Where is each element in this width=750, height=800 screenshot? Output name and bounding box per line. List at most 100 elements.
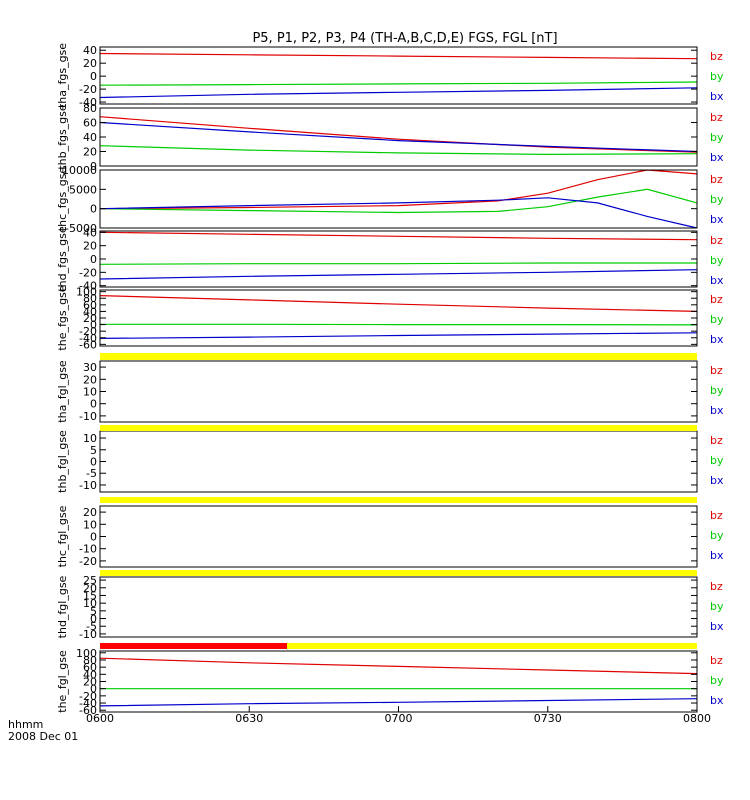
y-axis-label: thb_fgl_gse	[56, 430, 69, 493]
legend-bx: bx	[710, 694, 724, 707]
y-tick-label: 20	[83, 312, 97, 325]
y-tick-label: -10	[79, 410, 97, 423]
y-axis-label: the_fgs_gse	[56, 285, 69, 350]
panel-frame	[99, 46, 698, 105]
y-tick-label: 5	[90, 444, 97, 457]
footer-hhmm: hhmm	[8, 718, 43, 731]
y-tick-label: 5	[90, 605, 97, 618]
y-tick-label: -40	[79, 697, 97, 710]
series-line-bx	[99, 332, 698, 339]
legend-bx: bx	[710, 474, 724, 487]
x-tick-label: 0630	[235, 712, 263, 725]
y-axis-label: thb_fgs_gse	[56, 104, 69, 170]
legend-bz: bz	[710, 111, 723, 124]
y-tick-label: 30	[83, 361, 97, 374]
series-line-bx	[99, 698, 698, 707]
y-tick-label: 100	[76, 286, 97, 299]
legend-by: by	[710, 193, 724, 206]
y-tick-label: 0	[90, 319, 97, 332]
y-tick-label: 0	[90, 683, 97, 696]
y-tick-label: 0	[90, 531, 97, 544]
status-bar-flag	[100, 643, 287, 649]
legend-bx: bx	[710, 620, 724, 633]
y-tick-label: -60	[79, 338, 97, 351]
time-axis: 0600 0630 0700 0730 0800	[86, 706, 711, 725]
y-tick-label: 20	[83, 506, 97, 519]
legend-by: by	[710, 70, 724, 83]
status-bar	[100, 570, 697, 576]
y-tick-label: 0	[90, 203, 97, 216]
legend-bz: bz	[710, 173, 723, 186]
legend-bz: bz	[710, 434, 723, 447]
series-line-bx	[99, 87, 698, 99]
y-tick-label: -60	[79, 704, 97, 717]
status-bar	[100, 643, 697, 649]
y-tick-label: 0	[90, 70, 97, 83]
figure-title: P5, P1, P2, P3, P4 (TH-A,B,C,D,E) FGS, F…	[252, 31, 557, 46]
y-tick-label: 80	[83, 292, 97, 305]
y-tick-label: 40	[83, 131, 97, 144]
y-axis-label: tha_fgs_gse	[56, 43, 69, 108]
legend-by: by	[710, 674, 724, 687]
y-tick-label: 20	[83, 676, 97, 689]
legend-bx: bx	[710, 90, 724, 103]
status-bar	[100, 497, 697, 503]
legend-bx: bx	[710, 213, 724, 226]
y-axis-label: thc_fgs_gse	[56, 167, 69, 232]
y-tick-label: 40	[83, 226, 97, 239]
y-tick-label: 40	[83, 668, 97, 681]
legend-by: by	[710, 600, 724, 613]
legend-by: by	[710, 131, 724, 144]
y-tick-label: 20	[83, 373, 97, 386]
legend-bz: bz	[710, 509, 723, 522]
panel-frame	[99, 430, 698, 493]
y-tick-label: -5	[86, 620, 97, 633]
y-tick-label: -20	[79, 325, 97, 338]
series-line-bz	[99, 657, 698, 675]
legend-bz: bz	[710, 234, 723, 247]
y-tick-label: 40	[83, 305, 97, 318]
y-axis-label: thc_fgl_gse	[56, 505, 69, 567]
y-tick-label: 5000	[69, 183, 97, 196]
x-tick-label: 0730	[534, 712, 562, 725]
legend-by: by	[710, 313, 724, 326]
y-tick-label: 20	[83, 146, 97, 159]
legend-bx: bx	[710, 274, 724, 287]
series-line-by	[100, 323, 698, 326]
series-line-by	[99, 145, 698, 156]
y-tick-label: 0	[90, 613, 97, 626]
y-tick-label: -10	[79, 543, 97, 556]
y-tick-label: 10	[83, 518, 97, 531]
series-line-bz	[99, 52, 698, 60]
series-line-bx	[99, 197, 698, 229]
legend-bx: bx	[710, 404, 724, 417]
legend-bz: bz	[710, 580, 723, 593]
series-line-bz	[99, 231, 698, 241]
y-tick-label: -10	[79, 479, 97, 492]
panel-frame	[99, 107, 698, 167]
y-tick-label: -40	[79, 96, 97, 109]
legend-by: by	[710, 384, 724, 397]
legend-bz: bz	[710, 654, 723, 667]
y-tick-label: 0	[90, 456, 97, 469]
y-tick-label: 20	[83, 582, 97, 595]
y-tick-label: 10	[83, 386, 97, 399]
legend-by: by	[710, 254, 724, 267]
x-tick-label: 0700	[385, 712, 413, 725]
y-tick-label: 60	[83, 299, 97, 312]
y-tick-label: 40	[83, 44, 97, 57]
series-line-by	[99, 188, 698, 214]
series-line-bz	[99, 169, 698, 210]
y-tick-label: 10	[83, 432, 97, 445]
legend-bx: bx	[710, 333, 724, 346]
